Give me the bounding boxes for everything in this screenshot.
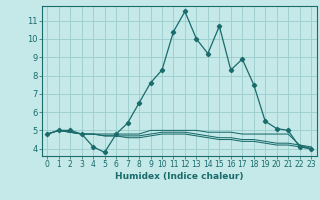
X-axis label: Humidex (Indice chaleur): Humidex (Indice chaleur) <box>115 172 244 181</box>
